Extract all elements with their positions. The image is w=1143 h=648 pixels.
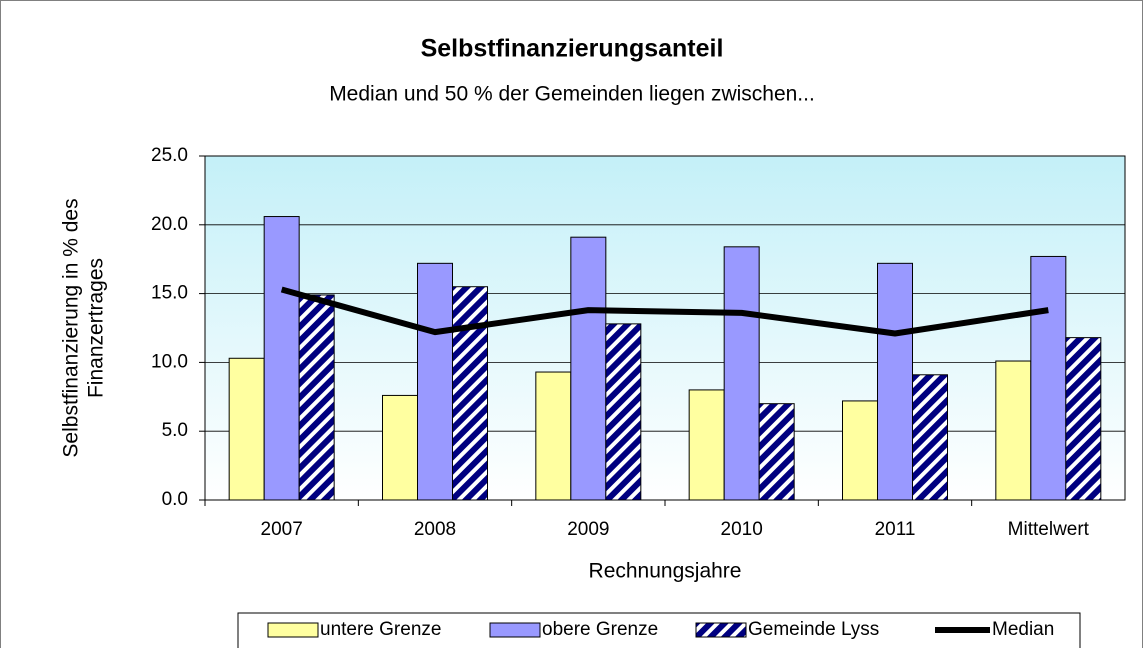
bar [298, 294, 335, 501]
bar [605, 323, 642, 501]
bar [995, 360, 1032, 501]
bar [228, 357, 265, 501]
y-tick-label: 15.0 [151, 283, 188, 304]
x-tick-label: 2010 [721, 519, 763, 540]
median-line [280, 286, 1049, 337]
x-tick-label: 2008 [414, 519, 456, 540]
bar [382, 394, 418, 501]
legend-swatch [489, 622, 541, 638]
legend-label: untere Grenze [320, 619, 441, 640]
bar [688, 389, 725, 501]
bar [842, 400, 878, 501]
legend-swatch [695, 622, 747, 638]
plot-area [204, 155, 1126, 501]
x-tick-label: Mittelwert [1008, 519, 1090, 540]
x-tick-label: 2009 [567, 519, 609, 540]
legend-label: Median [992, 619, 1054, 640]
x-tick-label: 2007 [261, 519, 303, 540]
y-tick-label: 10.0 [151, 351, 188, 372]
bar [1065, 337, 1102, 501]
y-tick-label: 20.0 [151, 214, 188, 235]
legend-swatch [267, 622, 319, 638]
x-axis-title: Rechnungsjahre [589, 560, 742, 583]
bar [263, 216, 300, 501]
y-axis-title: Selbstfinanzierung in % des [60, 198, 83, 457]
legend-label: Gemeinde Lyss [748, 619, 879, 640]
chart-title: Selbstfinanzierungsanteil [421, 35, 724, 63]
legend-label: obere Grenze [542, 619, 658, 640]
bar [877, 262, 913, 501]
bar [1030, 255, 1067, 501]
bar [452, 286, 488, 501]
y-tick-label: 25.0 [151, 145, 188, 166]
bar [570, 236, 607, 501]
y-axis-title: Finanzertrages [85, 258, 108, 398]
chart-subtitle: Median und 50 % der Gemeinden liegen zwi… [329, 83, 815, 106]
bar [912, 374, 948, 501]
y-tick-label: 5.0 [162, 420, 188, 441]
y-tick-label: 0.0 [162, 489, 188, 510]
bar [417, 262, 453, 501]
bar [723, 246, 760, 501]
bar [535, 371, 572, 501]
x-tick-label: 2011 [875, 519, 916, 540]
bar [758, 403, 795, 501]
